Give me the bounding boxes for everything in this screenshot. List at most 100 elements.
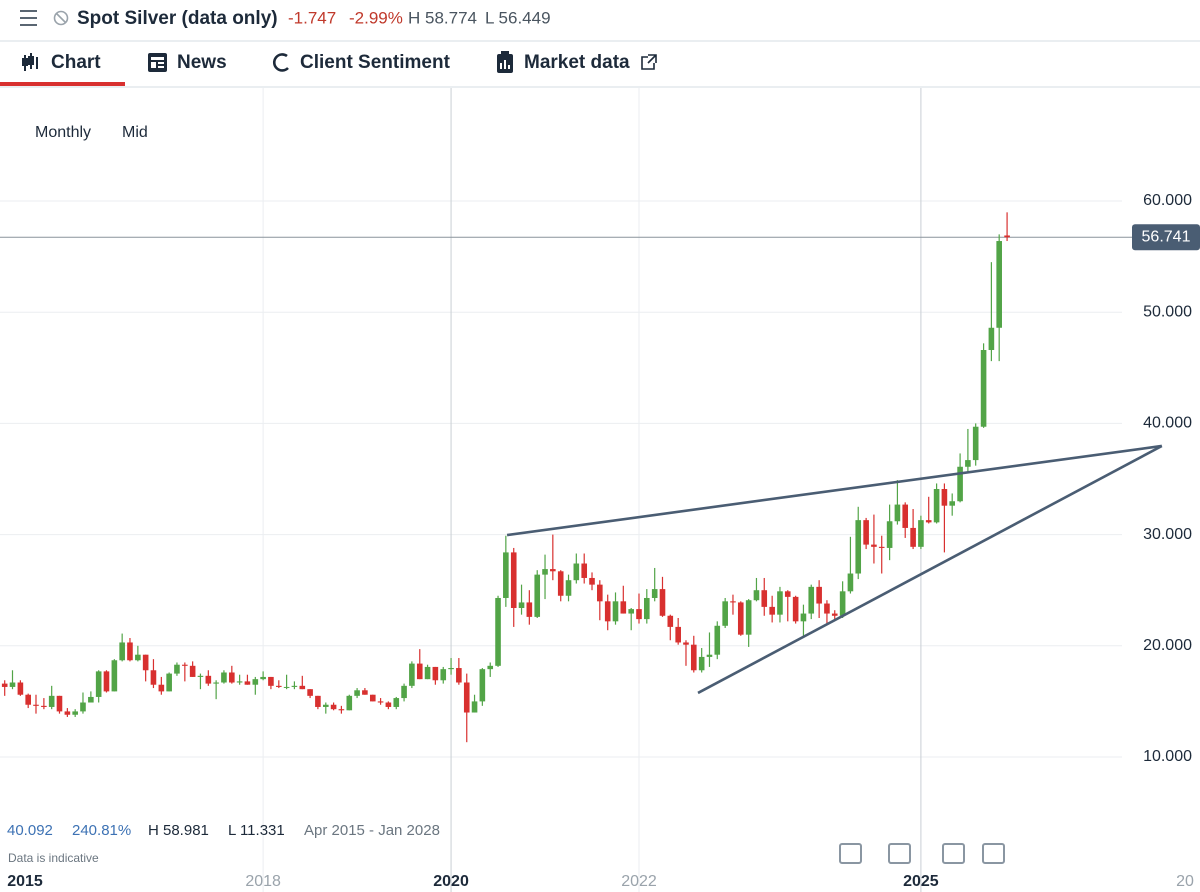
price-type-button[interactable]: Mid bbox=[122, 124, 148, 141]
candle-body bbox=[393, 698, 400, 707]
tab[interactable]: Market data bbox=[524, 52, 630, 73]
candle-body bbox=[1004, 235, 1010, 238]
candle-body bbox=[565, 580, 572, 596]
candle-body bbox=[589, 577, 595, 585]
candle-body bbox=[487, 665, 494, 670]
candle-body bbox=[424, 666, 431, 680]
candle-body bbox=[800, 613, 807, 622]
candle-body bbox=[824, 603, 830, 614]
candle-body bbox=[48, 695, 55, 707]
candle-body bbox=[792, 596, 799, 622]
candle-body bbox=[229, 672, 235, 683]
candle-body bbox=[730, 601, 736, 603]
candle-body bbox=[886, 521, 893, 548]
candle-body bbox=[957, 466, 963, 502]
candle-body bbox=[95, 671, 102, 697]
trendline bbox=[506, 444, 1163, 537]
event-icons[interactable] bbox=[839, 843, 1005, 864]
y-tick-label: 50.000 bbox=[1143, 303, 1192, 320]
candle-body bbox=[597, 584, 603, 602]
interval-button[interactable]: Monthly bbox=[35, 124, 91, 141]
candle-body bbox=[894, 504, 901, 522]
tab[interactable]: News bbox=[177, 52, 227, 73]
candle-body bbox=[409, 663, 415, 686]
trendline bbox=[697, 444, 1163, 695]
menu-icon[interactable] bbox=[20, 10, 37, 26]
candle-body bbox=[683, 642, 689, 645]
candle-body bbox=[471, 701, 478, 713]
candle-body bbox=[456, 668, 462, 683]
candle-body bbox=[871, 544, 877, 547]
candle-body bbox=[706, 654, 713, 657]
candle-body bbox=[322, 704, 329, 707]
candle-body bbox=[933, 489, 940, 523]
candle-body bbox=[855, 520, 862, 574]
candle-body bbox=[965, 460, 971, 467]
candle-body bbox=[690, 644, 697, 671]
candle-body bbox=[197, 675, 204, 677]
period-range: Apr 2015 - Jan 2028 bbox=[304, 822, 440, 839]
candle-body bbox=[784, 591, 791, 597]
status-icon bbox=[53, 10, 69, 26]
candle-body bbox=[221, 672, 227, 683]
tab-bar: Chart News Client Sentiment Market data bbox=[0, 51, 1200, 88]
candle-body bbox=[205, 675, 212, 684]
y-tick-label: 60.000 bbox=[1143, 192, 1192, 209]
candle-body bbox=[479, 669, 486, 702]
candle-body bbox=[902, 504, 909, 528]
candle-body bbox=[573, 563, 580, 581]
tab[interactable]: Chart bbox=[51, 52, 101, 73]
candle-body bbox=[761, 590, 768, 607]
candle-body bbox=[996, 241, 1002, 328]
candle-body bbox=[150, 670, 157, 685]
candle-body bbox=[252, 679, 259, 685]
x-tick-label: 2020 bbox=[433, 873, 469, 890]
candle-body bbox=[103, 671, 110, 692]
candle-body bbox=[440, 669, 447, 681]
candle-body bbox=[925, 520, 932, 523]
instrument-title: Spot Silver (data only) bbox=[77, 8, 278, 29]
candle-body bbox=[863, 520, 869, 545]
last-price-badge bbox=[1132, 224, 1200, 251]
candle-body bbox=[158, 684, 165, 692]
candle-body bbox=[745, 600, 752, 635]
candle-body bbox=[722, 601, 728, 626]
candle-body bbox=[9, 682, 16, 687]
price-change: -1.747 bbox=[288, 8, 336, 27]
candle-body bbox=[612, 601, 619, 622]
candle-body bbox=[659, 589, 666, 616]
period-high: H 58.981 bbox=[148, 822, 209, 839]
news-tab-icon bbox=[148, 53, 167, 72]
candle-body bbox=[346, 695, 353, 711]
candle-body bbox=[213, 682, 219, 684]
candle-body bbox=[330, 704, 337, 710]
tab[interactable]: Client Sentiment bbox=[300, 52, 451, 73]
candle-body bbox=[41, 705, 47, 707]
candle-body bbox=[189, 665, 196, 677]
candle-body bbox=[636, 609, 642, 620]
candle-body bbox=[808, 586, 815, 614]
candle-body bbox=[25, 694, 31, 705]
candle-body bbox=[667, 615, 674, 627]
x-tick-label: 2018 bbox=[245, 873, 281, 890]
period-change-pct: 240.81% bbox=[72, 822, 131, 839]
candle-body bbox=[847, 573, 854, 592]
x-tick-label: 20 bbox=[1176, 873, 1194, 890]
candle-body bbox=[142, 654, 149, 671]
sentiment-tab-icon bbox=[272, 53, 289, 72]
candle-body bbox=[182, 664, 188, 666]
candle-body bbox=[581, 563, 588, 578]
disclaimer: Data is indicative bbox=[8, 851, 99, 865]
candle-body bbox=[620, 601, 627, 614]
candle-body bbox=[737, 602, 744, 635]
candle-body bbox=[643, 597, 650, 620]
candle-body bbox=[33, 704, 39, 706]
candle-body bbox=[628, 609, 634, 614]
external-link-icon[interactable] bbox=[641, 54, 657, 70]
candle-body bbox=[769, 606, 775, 615]
chart-tab-icon bbox=[22, 53, 38, 71]
x-tick-label: 2025 bbox=[903, 873, 939, 890]
candle-body bbox=[88, 696, 94, 703]
candle-body bbox=[338, 709, 345, 711]
